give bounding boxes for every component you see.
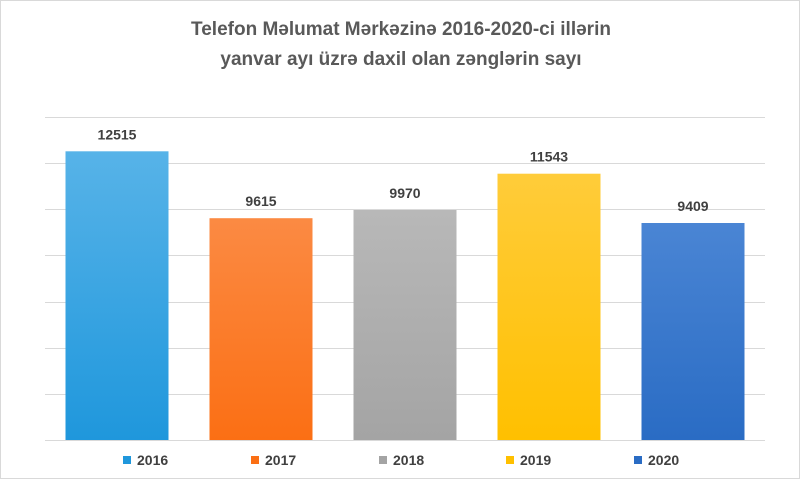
legend-swatch-2016 (123, 456, 131, 464)
legend-label-2019: 2019 (520, 452, 552, 468)
legend-swatch-2018 (379, 456, 387, 464)
legend-label-2016: 2016 (137, 452, 169, 468)
legend-label-2017: 2017 (265, 452, 297, 468)
bar-2017 (209, 218, 313, 440)
legend-swatch-2020 (634, 456, 642, 464)
bar-2019 (497, 173, 601, 440)
legend-swatch-2017 (251, 456, 259, 464)
legend-label-2020: 2020 (648, 452, 680, 468)
legend-item-2016: 2016 (123, 449, 168, 471)
bar-2020 (641, 223, 745, 440)
legend-swatch-2019 (506, 456, 514, 464)
data-label-2017: 9615 (245, 193, 276, 209)
chart-title-line-2: yanvar ayı üzrə daxil olan zənglərin say… (220, 49, 582, 70)
data-label-2018: 9970 (389, 185, 420, 201)
legend-item-2020: 2020 (634, 449, 679, 471)
legend-label-2018: 2018 (393, 452, 425, 468)
chart-legend: 2016 2017 2018 2019 2020 (1, 449, 800, 471)
chart-title: Telefon Məlumat Mərkəzinə 2016-2020-ci i… (1, 15, 800, 75)
data-label-2016: 12515 (98, 126, 137, 142)
legend-item-2018: 2018 (379, 449, 424, 471)
legend-item-2019: 2019 (506, 449, 551, 471)
chart-title-line-1: Telefon Məlumat Mərkəzinə 2016-2020-ci i… (191, 19, 611, 40)
bar-2018 (353, 210, 457, 440)
bar-2016 (65, 151, 169, 441)
data-label-2020: 9409 (677, 198, 708, 214)
data-label-2019: 11543 (530, 149, 568, 165)
legend-item-2017: 2017 (251, 449, 296, 471)
